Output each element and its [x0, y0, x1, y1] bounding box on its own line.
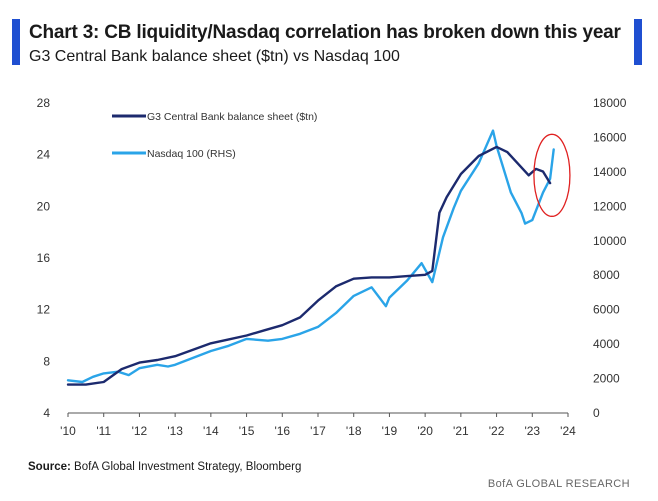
- source-note: Source: BofA Global Investment Strategy,…: [28, 461, 301, 473]
- balance-sheet-line: [66, 145, 552, 386]
- y-left-tick-label: 24: [37, 148, 51, 162]
- chart-subtitle: G3 Central Bank balance sheet ($tn) vs N…: [29, 48, 400, 65]
- y-left-tick-label: 28: [37, 96, 51, 110]
- chart-axes: '10 '11 '12 '13 '14 '15 '16 '17 '18 '19 '20 '21 '22 '…: [37, 96, 627, 438]
- x-tick-label: '22: [489, 424, 505, 438]
- x-tick-label: '14: [203, 424, 219, 438]
- x-tick-label: '20: [417, 424, 433, 438]
- x-tick-label: '19: [382, 424, 398, 438]
- y-right-tick-label: 2000: [593, 372, 620, 386]
- y-right-tick-label: 0: [593, 406, 600, 420]
- source-label: Source:: [28, 461, 71, 473]
- legend-nasdaq-label: Nasdaq 100 (RHS): [147, 148, 236, 160]
- x-tick-label: '18: [346, 424, 362, 438]
- y-right-tick-label: 10000: [593, 234, 627, 248]
- y-left-tick-label: 20: [37, 199, 51, 213]
- right-accent-bar: [634, 19, 642, 65]
- chart-legend: G3 Central Bank balance sheet ($tn) Nasda…: [112, 111, 317, 160]
- x-tick-label: '13: [167, 424, 183, 438]
- left-accent-bar: [12, 19, 20, 65]
- y-right-tick-label: 8000: [593, 268, 620, 282]
- y-right-tick-label: 14000: [593, 165, 627, 179]
- x-tick-label: '16: [274, 424, 290, 438]
- highlight-circle: [533, 133, 571, 217]
- y-right-tick-label: 16000: [593, 130, 627, 144]
- x-tick-label: '11: [96, 424, 111, 438]
- source-text: BofA Global Investment Strategy, Bloombe…: [74, 461, 302, 473]
- x-tick-label: '24: [560, 424, 576, 438]
- x-tick-label: '21: [453, 424, 469, 438]
- y-left-tick-label: 4: [43, 406, 50, 420]
- x-tick-label: '23: [524, 424, 540, 438]
- x-tick-label: '15: [239, 424, 255, 438]
- y-right-tick-label: 4000: [593, 337, 620, 351]
- x-tick-label: '10: [60, 424, 76, 438]
- line-chart: '10 '11 '12 '13 '14 '15 '16 '17 '18 '19 '20 '21 '22 '…: [37, 96, 627, 438]
- y-left-tick-label: 8: [43, 354, 50, 368]
- x-tick-label: '12: [132, 424, 148, 438]
- chart-annotations: [533, 133, 571, 217]
- brand-label: BofA GLOBAL RESEARCH: [487, 478, 630, 490]
- y-left-tick-label: 16: [37, 251, 51, 265]
- y-right-tick-label: 12000: [593, 199, 627, 213]
- y-right-tick-label: 18000: [593, 96, 627, 110]
- legend-balance-sheet-label: G3 Central Bank balance sheet ($tn): [147, 111, 317, 123]
- chart-title: Chart 3: CB liquidity/Nasdaq correlation…: [29, 22, 621, 43]
- nasdaq-line: [66, 129, 555, 384]
- chart-lines: [66, 129, 555, 386]
- x-tick-label: '17: [310, 424, 326, 438]
- y-right-tick-label: 6000: [593, 303, 620, 317]
- y-left-tick-label: 12: [37, 303, 51, 317]
